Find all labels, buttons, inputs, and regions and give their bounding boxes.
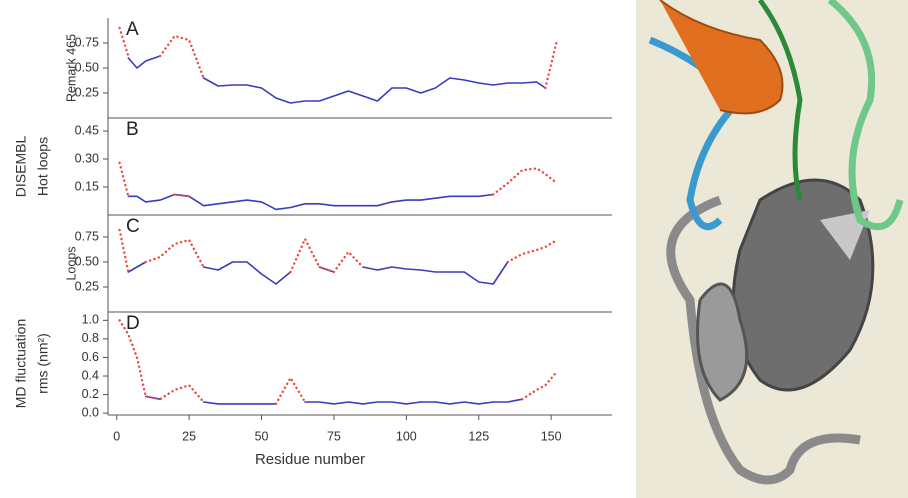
panel-label: D (126, 313, 140, 334)
ribbon (757, 0, 803, 201)
x-tick-label: 0 (113, 429, 120, 443)
y-tick-label: 0.45 (75, 123, 99, 137)
line (127, 55, 547, 104)
y-tick-label: 0.8 (82, 331, 99, 345)
ribbon (696, 282, 749, 402)
x-axis-label: Residue number (255, 451, 365, 468)
x-tick-label: 100 (396, 429, 417, 443)
panel-label: B (126, 119, 139, 140)
y-tick-label: 0.4 (82, 368, 99, 382)
y-axis-label: rms (nm²) (35, 333, 51, 394)
y-axis-label: Loops (64, 246, 78, 280)
ribbon (648, 36, 745, 231)
y-tick-label: 0.2 (82, 387, 99, 401)
x-tick-label: 50 (255, 429, 269, 443)
panel-label: A (126, 19, 139, 40)
dotted-line (118, 228, 559, 274)
ribbon (659, 0, 784, 115)
x-tick-label: 25 (182, 429, 196, 443)
dotted-line (118, 161, 559, 198)
ribbon (827, 0, 904, 231)
y-tick-label: 0.25 (75, 85, 99, 99)
y-tick-label: 0.0 (82, 405, 99, 419)
y-tick-label: 0.75 (75, 229, 99, 243)
dotted-line (118, 319, 559, 406)
y-tick-label: 0.15 (75, 179, 99, 193)
y-axis-label: DISEMBL (13, 136, 29, 198)
y-axis-label: Hot loops (35, 137, 51, 196)
y-axis-label: MD fluctuation (13, 319, 29, 408)
x-tick-label: 150 (541, 429, 562, 443)
y-axis-label: Remark 465 (64, 34, 78, 102)
dotted-line (118, 26, 559, 90)
y-tick-label: 0.50 (75, 60, 99, 74)
y-tick-label: 0.75 (75, 35, 99, 49)
panel-label: C (126, 216, 140, 237)
x-tick-label: 125 (468, 429, 489, 443)
ribbon (666, 195, 861, 485)
y-tick-label: 0.30 (75, 151, 99, 165)
protein-image (636, 0, 908, 498)
line (127, 261, 509, 285)
x-tick-label: 75 (327, 429, 341, 443)
y-tick-label: 0.50 (75, 254, 99, 268)
y-tick-label: 0.6 (82, 350, 99, 364)
y-tick-label: 1.0 (82, 313, 99, 327)
y-tick-label: 0.25 (75, 279, 99, 293)
line (127, 193, 494, 211)
